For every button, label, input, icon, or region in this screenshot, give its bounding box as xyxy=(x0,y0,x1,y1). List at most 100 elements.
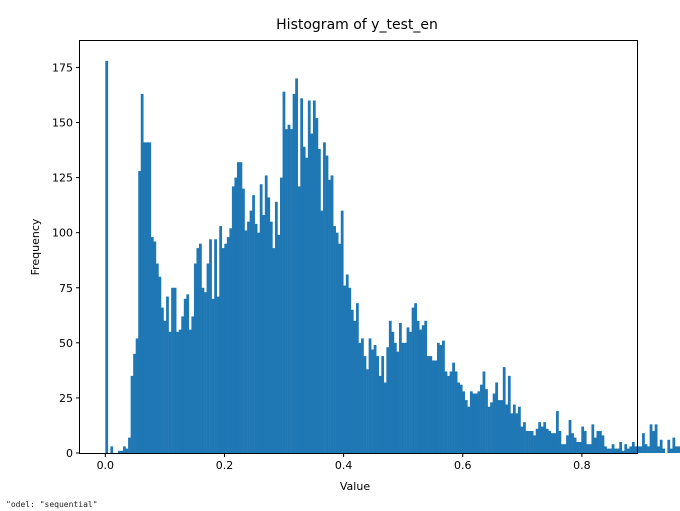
histogram-bar xyxy=(224,243,228,453)
histogram-bar xyxy=(178,329,182,453)
histogram-bar xyxy=(166,296,169,453)
histogram-bar xyxy=(262,215,266,453)
histogram-bar xyxy=(378,375,382,453)
histogram-bar xyxy=(424,320,428,453)
histogram-bar xyxy=(221,248,225,453)
histogram-bar xyxy=(153,241,157,453)
histogram-bar xyxy=(404,342,407,453)
histogram-bar xyxy=(330,175,334,453)
histogram-bar xyxy=(637,446,640,453)
histogram-bar xyxy=(659,439,663,453)
histogram-bar xyxy=(525,430,529,453)
histogram-bar xyxy=(591,424,595,453)
histogram-bar xyxy=(257,232,261,453)
histogram-bar xyxy=(123,446,126,453)
histogram-bar xyxy=(120,450,124,453)
histogram-bar xyxy=(431,360,435,453)
histogram-bar xyxy=(396,351,400,453)
histogram-bar xyxy=(619,441,623,453)
histogram-bar xyxy=(505,404,509,453)
histogram-bar xyxy=(452,362,455,453)
histogram-bar xyxy=(193,263,197,453)
histogram-bar xyxy=(634,446,638,453)
histogram-bar xyxy=(644,444,648,453)
histogram-bar xyxy=(363,356,367,453)
histogram-bar xyxy=(249,210,253,453)
histogram-bar xyxy=(662,448,666,453)
histogram-bar xyxy=(561,444,564,453)
histogram-bar xyxy=(482,371,486,453)
histogram-bar xyxy=(624,444,628,453)
histogram-bar xyxy=(340,210,344,453)
histogram-bar xyxy=(672,437,676,453)
histogram-bar xyxy=(388,320,392,453)
x-tick-label: 0.0 xyxy=(97,459,115,472)
histogram-bar xyxy=(464,400,468,453)
histogram-bar xyxy=(305,157,309,453)
histogram-bar xyxy=(523,422,526,453)
histogram-bar xyxy=(234,177,238,453)
histogram-bar xyxy=(130,375,134,453)
histogram-bar xyxy=(320,210,324,453)
histogram-bar xyxy=(353,320,357,453)
histogram-bar xyxy=(204,292,207,453)
histogram-bar xyxy=(310,133,314,453)
histogram-bar xyxy=(371,349,374,453)
histogram-bar xyxy=(416,320,420,453)
histogram-bar xyxy=(647,446,650,453)
histogram-bar xyxy=(485,389,488,453)
histogram-bar xyxy=(252,195,255,453)
histogram-bar xyxy=(535,428,539,453)
histogram-bar xyxy=(366,369,369,453)
histogram-bar xyxy=(449,371,453,453)
histogram-bar xyxy=(667,439,671,453)
histogram-bar xyxy=(325,155,329,453)
histogram-bar xyxy=(267,197,271,453)
histogram-bar xyxy=(219,226,223,453)
histogram-bar xyxy=(183,298,187,453)
histogram-bar xyxy=(140,93,144,453)
histogram-bar xyxy=(133,353,136,453)
histogram-bar xyxy=(553,433,557,453)
histogram-bar xyxy=(171,287,174,453)
histogram-bar xyxy=(657,446,661,453)
histogram-bar xyxy=(520,426,524,453)
histogram-bar xyxy=(512,404,516,453)
histogram-bar xyxy=(206,263,210,453)
histogram-bar xyxy=(176,331,179,453)
histogram-bar xyxy=(555,411,559,453)
histogram-bar xyxy=(490,402,493,453)
histogram-bar xyxy=(242,188,245,454)
histogram-bar xyxy=(254,223,258,453)
histogram-bar xyxy=(457,382,461,453)
histogram-bar xyxy=(333,226,336,453)
histogram-bar xyxy=(274,201,278,453)
histogram-bar xyxy=(573,437,577,453)
histogram-bar xyxy=(487,406,491,453)
histogram-bar xyxy=(145,142,149,453)
histogram-bar xyxy=(669,448,673,453)
histogram-bar xyxy=(583,430,587,453)
histogram-bar xyxy=(236,162,240,453)
chart-title: Histogram of y_test_en xyxy=(276,17,438,33)
histogram-bar xyxy=(239,162,243,453)
y-tick-label: 150 xyxy=(52,117,73,130)
histogram-bar xyxy=(586,444,590,453)
histogram-bar xyxy=(161,307,164,453)
y-tick-label: 75 xyxy=(59,282,73,295)
histogram-bar xyxy=(474,393,478,453)
histogram-bar xyxy=(614,448,617,453)
histogram-bar xyxy=(462,391,466,453)
histogram-bar xyxy=(391,331,395,453)
histogram-bar xyxy=(472,393,476,453)
histogram-bar xyxy=(287,124,291,453)
plot-frame xyxy=(79,40,638,454)
histogram-bar xyxy=(406,327,410,453)
histogram-bar xyxy=(629,446,633,453)
histogram-bar xyxy=(467,406,471,453)
histogram-bar xyxy=(148,142,152,453)
histogram-bar xyxy=(138,170,142,454)
y-tick-label: 175 xyxy=(52,61,73,74)
histogram-bar xyxy=(290,129,293,453)
histogram-bar xyxy=(578,441,582,453)
